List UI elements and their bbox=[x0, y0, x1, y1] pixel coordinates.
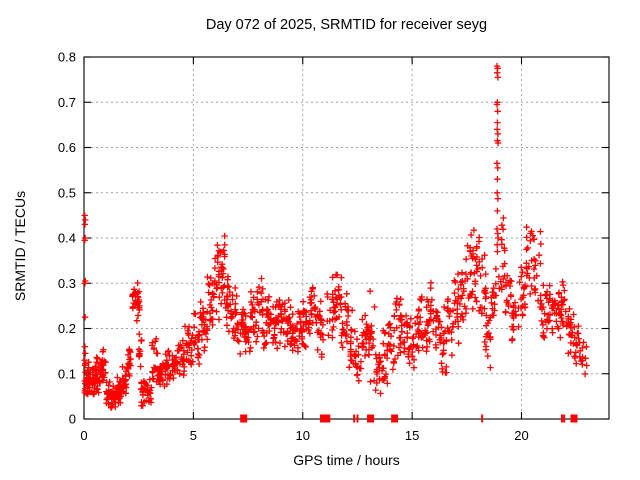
y-tick-label: 0 bbox=[69, 412, 76, 427]
baseline-tick-marker bbox=[356, 414, 359, 423]
baseline-tick-marker bbox=[563, 414, 566, 423]
x-tick-label: 15 bbox=[405, 428, 419, 443]
baseline-tick-marker bbox=[353, 414, 356, 423]
y-tick-label: 0.8 bbox=[58, 50, 76, 65]
baseline-square-marker bbox=[240, 414, 248, 423]
y-tick-label: 0.5 bbox=[58, 185, 76, 200]
baseline-markers bbox=[240, 414, 578, 423]
y-tick-label: 0.2 bbox=[58, 321, 76, 336]
x-axis-title: GPS time / hours bbox=[293, 452, 400, 468]
x-tick-label: 20 bbox=[514, 428, 528, 443]
baseline-tick-marker bbox=[481, 414, 484, 423]
scatter-points bbox=[81, 62, 590, 411]
x-tick-label: 10 bbox=[296, 428, 310, 443]
y-tick-label: 0.1 bbox=[58, 366, 76, 381]
baseline-square-marker bbox=[391, 414, 399, 423]
baseline-tick-marker bbox=[560, 414, 563, 423]
y-tick-label: 0.3 bbox=[58, 276, 76, 291]
y-tick-label: 0.7 bbox=[58, 95, 76, 110]
baseline-square-marker bbox=[323, 414, 331, 423]
x-tick-label: 0 bbox=[80, 428, 87, 443]
chart-title: Day 072 of 2025, SRMTID for receiver sey… bbox=[205, 17, 488, 33]
y-tick-label: 0.6 bbox=[58, 140, 76, 155]
tick-labels: 0 0.1 0.2 0.3 0.4 0.5 0.6 0.7 0.8 0 5 10 15 20 bbox=[58, 50, 529, 444]
x-tick-label: 5 bbox=[190, 428, 197, 443]
tick-marks bbox=[83, 56, 609, 420]
baseline-square-marker bbox=[570, 414, 578, 423]
baseline-square-marker bbox=[367, 414, 375, 423]
y-tick-label: 0.4 bbox=[58, 231, 76, 246]
